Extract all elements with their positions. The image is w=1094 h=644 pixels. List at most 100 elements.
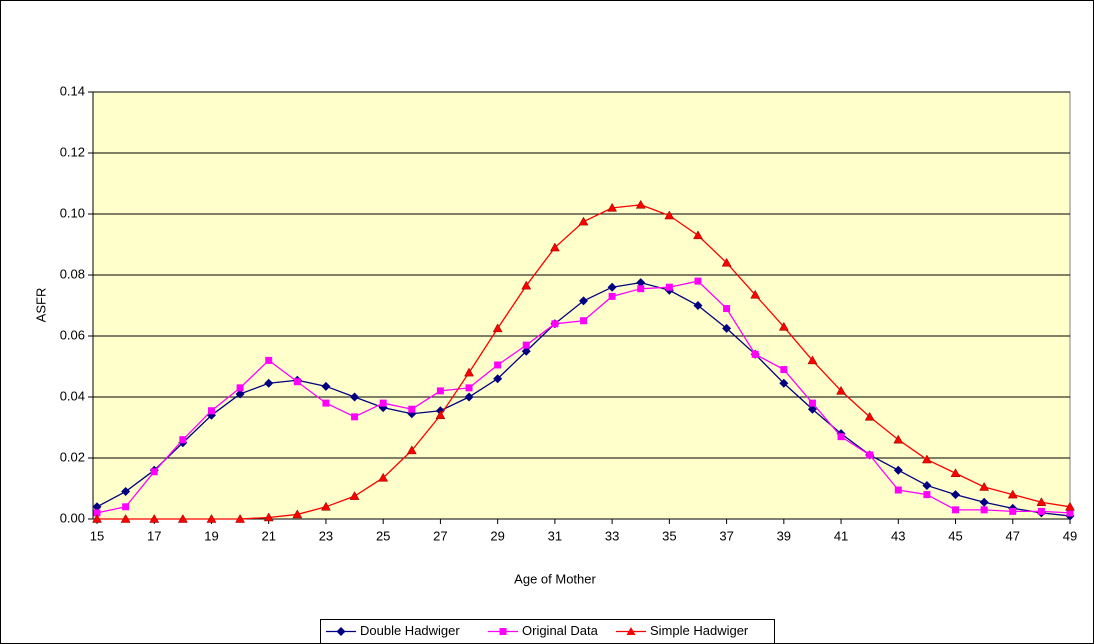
marker [321, 381, 331, 391]
marker [665, 283, 673, 291]
marker [893, 465, 903, 475]
y-tick-label: 0.14 [60, 83, 85, 98]
marker [263, 512, 274, 522]
marker [807, 404, 817, 414]
marker [92, 513, 102, 523]
legend-marker [626, 627, 636, 635]
marker [379, 399, 387, 407]
legend-marker [499, 628, 507, 635]
marker [551, 320, 559, 328]
marker [636, 278, 646, 288]
x-tick-label: 39 [777, 528, 791, 543]
marker [321, 501, 331, 511]
marker [980, 506, 988, 514]
marker [1036, 497, 1047, 506]
marker [923, 491, 931, 499]
legend-box [320, 619, 775, 644]
legend-label: Simple Hadwiger [650, 623, 749, 638]
y-tick-label: 0.00 [60, 510, 85, 525]
marker [149, 513, 160, 523]
y-tick-label: 0.04 [60, 388, 85, 403]
marker [549, 242, 560, 252]
marker [265, 356, 273, 364]
marker [408, 405, 416, 413]
x-tick-label: 45 [948, 528, 962, 543]
marker [922, 480, 932, 490]
marker [1037, 507, 1045, 515]
marker [235, 389, 245, 399]
y-tick-label: 0.12 [60, 144, 85, 159]
legend-label: Double Hadwiger [360, 623, 460, 638]
marker [177, 513, 188, 523]
marker [750, 289, 761, 299]
marker [236, 384, 244, 392]
marker [893, 434, 904, 444]
marker [664, 210, 675, 220]
marker [837, 433, 845, 441]
marker [722, 323, 732, 333]
marker [464, 392, 474, 402]
marker [351, 413, 359, 421]
marker [235, 513, 246, 523]
marker [635, 199, 646, 209]
marker [780, 366, 788, 374]
x-tick-label: 25 [376, 528, 390, 543]
marker [494, 361, 502, 369]
marker [778, 321, 789, 331]
marker [579, 296, 588, 306]
x-tick-label: 23 [319, 528, 333, 543]
x-tick-label: 17 [147, 528, 161, 543]
y-tick-label: 0.10 [60, 205, 85, 220]
marker [950, 468, 961, 477]
x-tick-label: 15 [90, 528, 104, 543]
marker [779, 378, 789, 388]
marker [808, 399, 816, 407]
marker [866, 451, 874, 459]
marker [493, 374, 503, 384]
marker [378, 472, 389, 482]
marker [179, 436, 187, 444]
marker [436, 387, 444, 395]
marker [1065, 501, 1075, 511]
marker [1009, 507, 1017, 515]
marker [807, 355, 818, 365]
marker [92, 502, 102, 512]
marker [864, 411, 875, 421]
x-tick-label: 21 [261, 528, 275, 543]
marker [723, 305, 731, 313]
marker [122, 503, 130, 511]
marker [751, 350, 759, 358]
marker [464, 367, 474, 377]
marker [693, 230, 703, 240]
marker [607, 282, 617, 292]
x-tick-label: 43 [891, 528, 905, 543]
marker [836, 385, 846, 395]
marker [580, 317, 587, 325]
marker [492, 323, 503, 333]
x-tick-label: 49 [1063, 528, 1077, 543]
marker [435, 410, 446, 420]
x-tick-label: 37 [719, 528, 733, 543]
x-axis-label: Age of Mother [514, 571, 596, 586]
x-tick-label: 29 [490, 528, 504, 543]
marker [121, 487, 131, 497]
x-tick-label: 47 [1006, 528, 1020, 543]
marker [293, 378, 301, 386]
marker [921, 454, 932, 464]
marker [578, 216, 589, 226]
y-tick-label: 0.06 [60, 327, 85, 342]
marker [608, 292, 616, 300]
plot-area [92, 91, 1071, 520]
marker [465, 384, 473, 392]
y-axis-label: ASFR [33, 288, 48, 323]
marker [207, 407, 215, 415]
marker [292, 509, 303, 519]
marker [607, 202, 618, 212]
marker [979, 481, 990, 491]
x-tick-label: 35 [662, 528, 676, 543]
marker [693, 301, 703, 310]
marker [264, 378, 274, 388]
marker [521, 280, 532, 290]
legend-label: Original Data [522, 623, 599, 638]
